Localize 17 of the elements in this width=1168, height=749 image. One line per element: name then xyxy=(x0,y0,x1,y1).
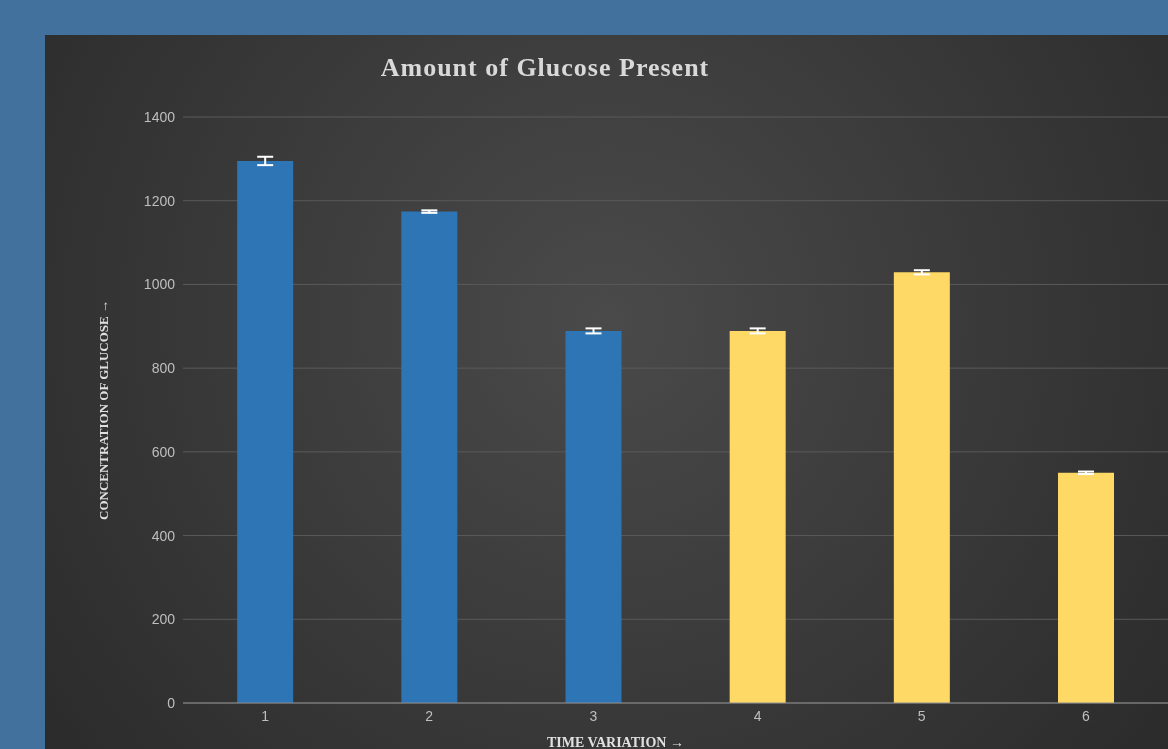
y-tick-label: 800 xyxy=(151,360,176,377)
x-tick-label: 2 xyxy=(425,707,434,724)
y-tick-label: 600 xyxy=(151,443,176,460)
x-axis-title: TIME VARIATION → xyxy=(547,735,684,749)
x-tick-label: 4 xyxy=(753,707,762,724)
y-axis-title: CONCENTRATION OF GLUCOSE → xyxy=(95,300,111,520)
y-tick-label: 200 xyxy=(151,611,176,628)
y-tick-label: 0 xyxy=(167,694,176,711)
x-tick-label: 1 xyxy=(261,707,270,724)
x-tick-label: 6 xyxy=(1082,707,1091,724)
chart-title: Amount of Glucose Present xyxy=(379,53,711,83)
y-tick-label: 1200 xyxy=(143,192,176,209)
x-tick-label: 5 xyxy=(917,707,926,724)
y-tick-label: 1000 xyxy=(143,276,176,293)
y-tick-label: 1400 xyxy=(143,108,176,125)
y-tick-label: 400 xyxy=(151,527,176,544)
x-tick-label: 3 xyxy=(589,707,598,724)
